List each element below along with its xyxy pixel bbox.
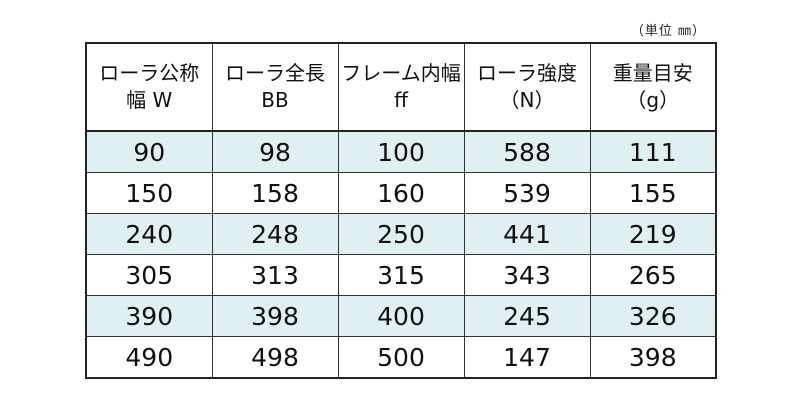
table-row: 390 398 400 245 326: [85, 295, 717, 337]
roller-spec-table: ローラ公称 幅 W ローラ全長 BB フレーム内幅 ff ローラ強度 （N） 重…: [85, 42, 717, 379]
header-approx-weight: 重量目安 （g）: [589, 42, 717, 132]
table-cell: 245: [463, 295, 591, 337]
table-cell: 240: [85, 213, 213, 255]
table-cell: 441: [463, 213, 591, 255]
table-cell: 147: [463, 336, 591, 379]
table-cell: 98: [211, 130, 339, 173]
table-body: 90 98 100 588 111 150 158 160 539 155 24…: [85, 130, 717, 379]
table-cell: 539: [463, 172, 591, 214]
table-header: ローラ公称 幅 W ローラ全長 BB フレーム内幅 ff ローラ強度 （N） 重…: [85, 42, 717, 132]
table-cell: 500: [337, 336, 465, 379]
header-line: （N）: [499, 88, 555, 112]
table-cell: 305: [85, 254, 213, 296]
table-row: 490 498 500 147 398: [85, 336, 717, 379]
header-frame-inner-width: フレーム内幅 ff: [337, 42, 465, 132]
header-row: ローラ公称 幅 W ローラ全長 BB フレーム内幅 ff ローラ強度 （N） 重…: [85, 42, 717, 132]
table-cell: 250: [337, 213, 465, 255]
unit-note: （単位 ㎜）: [630, 24, 706, 39]
header-line: ff: [394, 88, 408, 112]
header-line: ローラ全長: [225, 61, 325, 85]
table-row: 240 248 250 441 219: [85, 213, 717, 255]
header-line: ローラ公称: [99, 61, 200, 85]
table-cell: 343: [463, 254, 591, 296]
table-cell: 150: [85, 172, 213, 214]
table-cell: 219: [589, 213, 717, 255]
table-cell: 313: [211, 254, 339, 296]
table-cell: 498: [211, 336, 339, 379]
table-cell: 588: [463, 130, 591, 173]
header-line: 重量目安: [612, 61, 693, 85]
table-cell: 390: [85, 295, 213, 337]
header-line: （g）: [626, 88, 680, 112]
header-line: ローラ強度: [477, 61, 577, 85]
table-row: 305 313 315 343 265: [85, 254, 717, 296]
table-cell: 248: [211, 213, 339, 255]
table-cell: 100: [337, 130, 465, 173]
header-roller-strength: ローラ強度 （N）: [463, 42, 591, 132]
header-nominal-width: ローラ公称 幅 W: [85, 42, 213, 132]
table-cell: 398: [589, 336, 717, 379]
table-cell: 158: [211, 172, 339, 214]
table-cell: 398: [211, 295, 339, 337]
header-line: BB: [261, 88, 289, 112]
table-row: 150 158 160 539 155: [85, 172, 717, 214]
header-overall-length: ローラ全長 BB: [211, 42, 339, 132]
header-line: 幅 W: [126, 88, 173, 112]
table-row: 90 98 100 588 111: [85, 130, 717, 173]
table-cell: 155: [589, 172, 717, 214]
table-cell: 265: [589, 254, 717, 296]
table-cell: 326: [589, 295, 717, 337]
table-cell: 315: [337, 254, 465, 296]
header-line: フレーム内幅: [341, 61, 461, 85]
table-cell: 160: [337, 172, 465, 214]
table-cell: 90: [85, 130, 213, 173]
table-cell: 400: [337, 295, 465, 337]
table-cell: 111: [589, 130, 717, 173]
table-cell: 490: [85, 336, 213, 379]
